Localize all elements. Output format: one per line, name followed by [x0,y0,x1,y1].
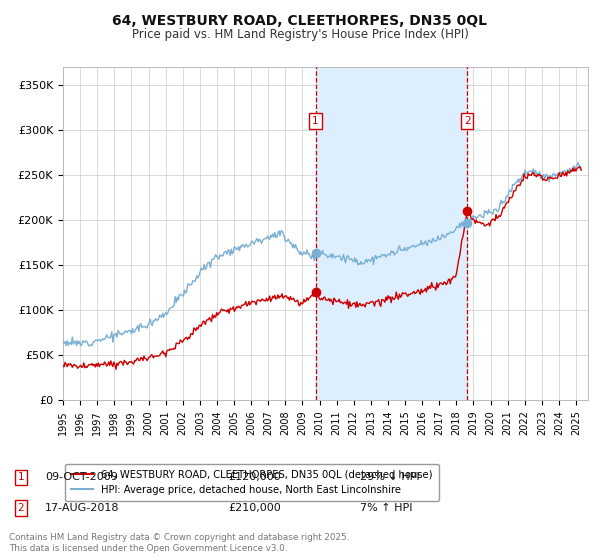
Text: Contains HM Land Registry data © Crown copyright and database right 2025.
This d: Contains HM Land Registry data © Crown c… [9,533,349,553]
Bar [316,67,467,400]
Text: 2: 2 [17,503,25,513]
Text: 1: 1 [312,116,319,126]
Text: 2: 2 [464,116,470,126]
Text: 09-OCT-2009: 09-OCT-2009 [45,472,118,482]
Text: £210,000: £210,000 [228,503,281,513]
Text: 64, WESTBURY ROAD, CLEETHORPES, DN35 0QL: 64, WESTBURY ROAD, CLEETHORPES, DN35 0QL [113,14,487,28]
Text: £120,000: £120,000 [228,472,281,482]
Text: 17-AUG-2018: 17-AUG-2018 [45,503,119,513]
Text: 29% ↓ HPI: 29% ↓ HPI [360,472,419,482]
Text: Price paid vs. HM Land Registry's House Price Index (HPI): Price paid vs. HM Land Registry's House … [131,28,469,41]
Text: 7% ↑ HPI: 7% ↑ HPI [360,503,413,513]
Legend: 64, WESTBURY ROAD, CLEETHORPES, DN35 0QL (detached house), HPI: Average price, d: 64, WESTBURY ROAD, CLEETHORPES, DN35 0QL… [65,464,439,501]
Text: 1: 1 [17,472,25,482]
